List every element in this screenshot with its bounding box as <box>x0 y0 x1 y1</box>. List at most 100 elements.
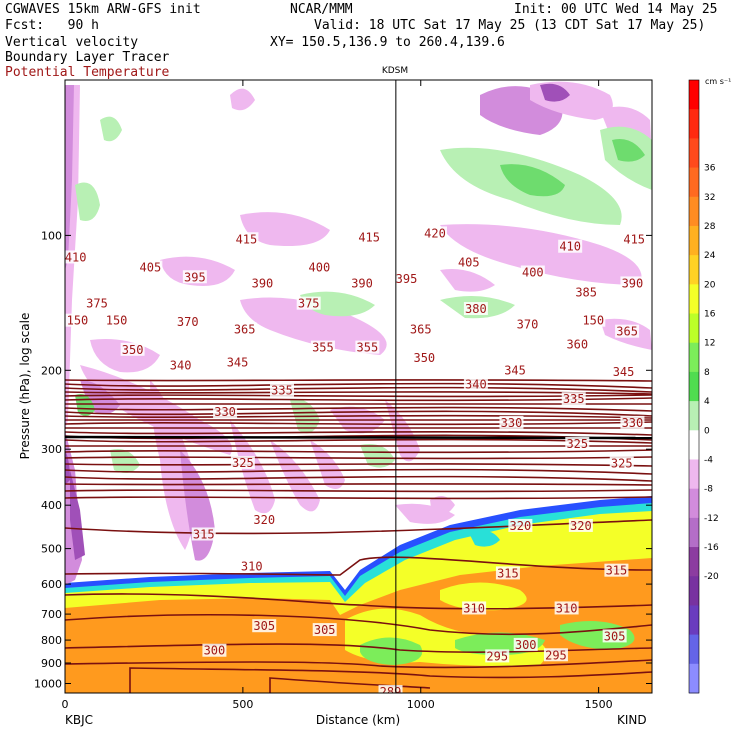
theta-contour-label: 405 <box>458 256 480 270</box>
theta-contour-line <box>65 430 652 436</box>
theta-label-background <box>65 250 88 264</box>
theta-label-background <box>543 648 568 662</box>
y-tick-label: 500 <box>41 543 62 556</box>
right-station-label: KIND <box>617 713 647 727</box>
colorbar-tick-label: 28 <box>704 222 716 232</box>
init-time: Init: 00 UTC Wed 14 May 25 <box>514 2 718 17</box>
theta-label-background <box>462 601 487 615</box>
theta-contour-label: 345 <box>504 363 526 377</box>
x-tick-label: 500 <box>232 698 253 711</box>
theta-contour-label: 395 <box>396 272 418 286</box>
theta-contour-line <box>65 449 652 454</box>
colorbar-swatch <box>689 255 699 285</box>
theta-contour-line <box>65 391 652 395</box>
vertical-velocity-region <box>240 297 387 355</box>
theta-contour-label: 320 <box>570 519 592 533</box>
theta-contour-line <box>65 421 652 426</box>
theta-label-background <box>611 365 636 379</box>
colorbar-tick-label: 36 <box>704 164 716 174</box>
theta-label-background <box>355 340 380 354</box>
theta-label-background <box>463 377 488 391</box>
theta-label-background <box>250 276 275 290</box>
theta-contour-line <box>65 556 652 576</box>
theta-contour-label: 315 <box>606 564 628 578</box>
theta-label-background <box>232 322 257 336</box>
x-tick-label: 1500 <box>585 698 613 711</box>
theta-contour-label: 305 <box>253 619 275 633</box>
theta-contour-label: 400 <box>309 261 331 275</box>
theta-label-background <box>554 601 579 615</box>
vertical-velocity-region <box>240 212 330 246</box>
theta-contour-line <box>65 463 652 467</box>
theta-label-background <box>561 392 586 406</box>
theta-contour-label: 355 <box>357 341 379 355</box>
field-boundary-layer-tracer: Boundary Layer Tracer <box>5 50 170 65</box>
theta-label-background <box>230 455 255 469</box>
theta-contour-label: 300 <box>204 644 226 658</box>
theta-contour-label: 345 <box>227 355 249 369</box>
theta-contour-label: 150 <box>67 314 89 328</box>
theta-label-background <box>234 232 259 246</box>
theta-label-background <box>422 226 447 240</box>
organization-label: NCAR/MMM <box>290 2 353 17</box>
cross-section-xy: XY= 150.5,136.9 to 260.4,139.6 <box>270 35 505 50</box>
theta-contour-line <box>65 593 652 610</box>
theta-label-background <box>252 513 277 527</box>
colorbar-tick-label: 24 <box>704 251 716 261</box>
vertical-velocity-region <box>440 269 495 292</box>
theta-contour-label: 380 <box>465 302 487 316</box>
theta-contour-label: 375 <box>86 297 108 311</box>
theta-contour-label: 410 <box>65 250 87 264</box>
theta-contour-line <box>65 382 652 389</box>
theta-contour-label: 320 <box>253 513 275 527</box>
colorbar-swatch <box>689 313 699 344</box>
colorbar-frame <box>688 79 700 694</box>
vertical-velocity-region <box>360 444 395 468</box>
theta-label-background <box>485 649 510 663</box>
theta-contour-label: 325 <box>611 457 633 471</box>
model-title: CGWAVES 15km ARW-GFS init <box>5 2 201 17</box>
theta-label-background <box>104 313 129 327</box>
vertical-velocity-region <box>70 470 85 560</box>
colorbar-swatch <box>689 459 699 490</box>
theta-label-background <box>310 340 335 354</box>
colorbar-swatch <box>689 663 699 694</box>
theta-contour-line <box>65 496 652 500</box>
colorbar-tick-label: 32 <box>704 193 715 203</box>
theta-label-background <box>394 271 419 285</box>
theta-contour-label: 340 <box>465 377 487 391</box>
theta-label-background <box>270 383 295 397</box>
theta-contour-label: 365 <box>234 322 256 336</box>
theta-contour-label: 310 <box>241 559 263 573</box>
theta-label-background <box>615 324 640 338</box>
theta-label-background <box>515 317 540 331</box>
y-tick-label: 300 <box>41 443 62 456</box>
theta-contour-label: 340 <box>170 358 192 372</box>
theta-contour-line <box>65 406 652 412</box>
y-tick-label: 400 <box>41 499 62 512</box>
theta-contour-line <box>65 386 652 393</box>
potential-temperature-contours: 410 415 415 420 410 415 405 395 390 400 390 395 405 4… <box>65 226 652 699</box>
colorbar-tick-label: -16 <box>704 543 719 553</box>
theta-label-background <box>558 239 583 253</box>
vertical-velocity-region <box>65 85 74 270</box>
colorbar-swatch <box>689 488 699 519</box>
theta-contour-label: 289 <box>380 685 402 699</box>
valid-time: Valid: 18 UTC Sat 17 May 25 (13 CDT Sat … <box>314 18 706 33</box>
theta-label-background <box>307 260 332 274</box>
y-axis-label: Pressure (hPa), log scale <box>18 313 32 460</box>
colorbar: 36 32 28 24 20 16 12 8 4 0 -4 -8 -12 -16 -20 cm s⁻¹ <box>688 77 731 694</box>
colorbar-swatch <box>689 284 699 315</box>
theta-contour-label: 405 <box>140 261 162 275</box>
marker-station-label: KDSM <box>382 66 408 76</box>
theta-contour-label: 330 <box>501 416 523 430</box>
theta-contour-label: 335 <box>563 392 585 406</box>
y-tick-label: 700 <box>41 608 62 621</box>
colorbar-unit: cm s⁻¹ <box>705 77 731 86</box>
y-tick-label: 900 <box>41 657 62 670</box>
theta-label-background <box>463 302 488 316</box>
theta-contour-label: 315 <box>497 566 519 580</box>
field-vertical-velocity: Vertical velocity <box>5 35 139 50</box>
theta-label-background <box>138 260 163 274</box>
